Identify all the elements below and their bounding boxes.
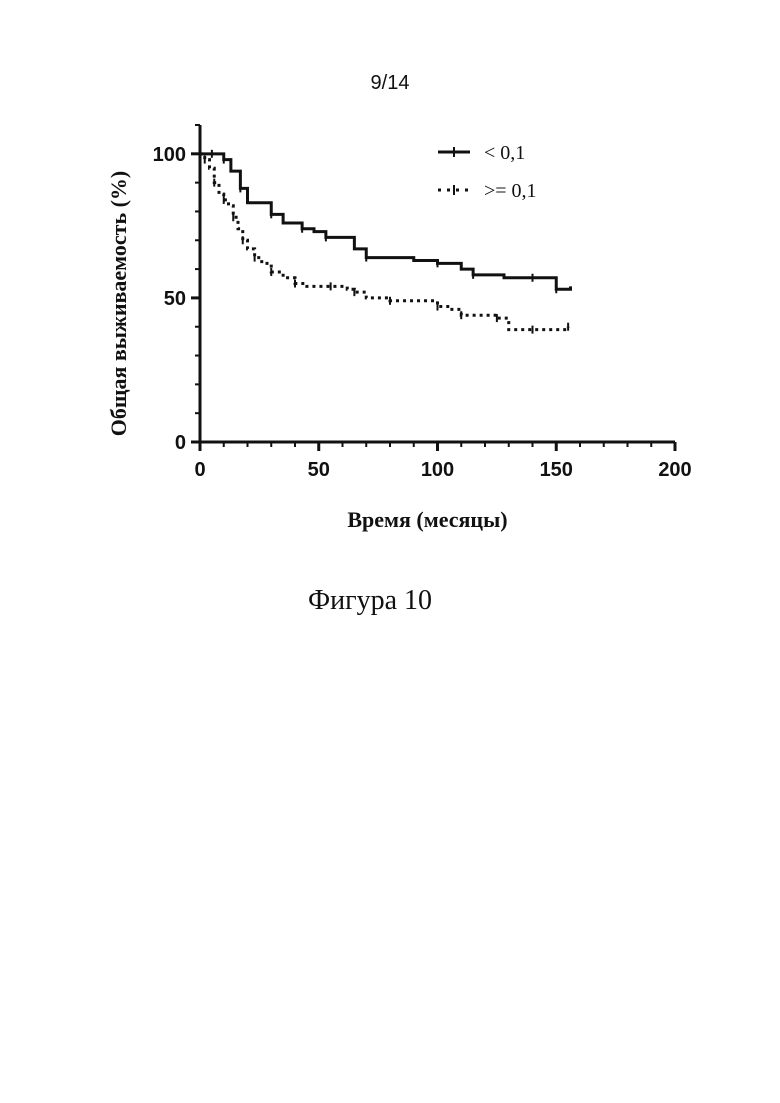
x-tick-label: 0: [194, 459, 205, 481]
legend-label-1: >= 0,1: [484, 180, 537, 202]
chart-legend: < 0,1 >= 0,1: [438, 142, 537, 202]
legend-label-0: < 0,1: [484, 142, 525, 164]
figure-caption: Фигура 10: [0, 585, 740, 617]
x-axis-title: Время (месяцы): [347, 507, 507, 532]
x-tick-label: 200: [658, 459, 691, 481]
y-tick-label: 50: [164, 288, 186, 310]
chart-series: [200, 150, 571, 334]
x-tick-label: 150: [540, 459, 573, 481]
chart-axes: 0 50 100 150 200 0 50 100: [153, 125, 692, 481]
x-tick-label: 100: [421, 459, 454, 481]
y-axis-title: Общая выживаемость (%): [106, 171, 131, 436]
y-tick-label: 100: [153, 144, 186, 166]
y-tick-label: 0: [175, 432, 186, 454]
x-tick-label: 50: [308, 459, 330, 481]
survival-chart: 0 50 100 150 200 0 50 100 < 0,1 >= 0,1 Время (ме…: [0, 0, 780, 560]
series-line-0: [200, 154, 571, 289]
